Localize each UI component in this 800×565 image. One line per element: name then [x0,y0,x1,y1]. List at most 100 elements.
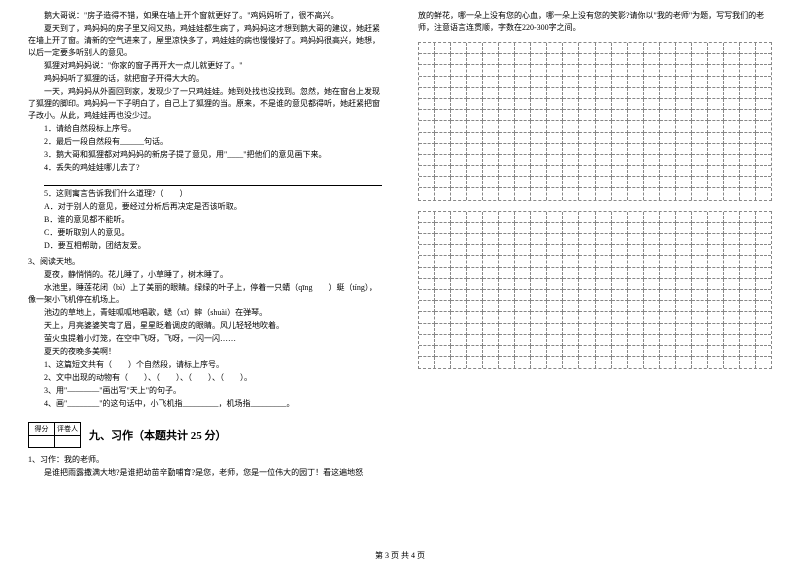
grid-cell [419,177,435,188]
story-paragraph: 鹅大哥说："房子造得不错，如果在墙上开个窗就更好了。"鸡妈妈听了，很不高兴。 [28,10,382,22]
grid-cell [740,65,756,76]
grid-cell [660,234,676,245]
grid-cell [708,88,724,99]
grid-cell [499,155,515,166]
grid-row [419,324,771,335]
grid-cell [676,357,692,368]
grid-cell [660,335,676,346]
grid-cell [612,133,628,144]
grid-cell [724,88,740,99]
grid-cell [708,144,724,155]
grid-cell [531,43,547,54]
grid-cell [612,245,628,256]
grid-cell [579,256,595,267]
grid-cell [467,290,483,301]
grid-cell [628,312,644,323]
grid-cell [579,268,595,279]
question-5: 5．这则寓言告诉我们什么道理?（ ） [28,188,382,200]
grid-cell [676,245,692,256]
grid-cell [708,121,724,132]
grid-cell [483,324,499,335]
grid-cell [419,312,435,323]
grid-cell [531,223,547,234]
grid-cell [644,166,660,177]
grid-cell [451,155,467,166]
grid-cell [435,290,451,301]
grid-cell [547,99,563,110]
grid-cell [596,77,612,88]
grid-cell [708,234,724,245]
grid-cell [467,346,483,357]
grid-cell [515,166,531,177]
grid-cell [692,312,708,323]
grid-cell [563,177,579,188]
grid-cell [692,256,708,267]
grid-cell [724,144,740,155]
grid-cell [740,234,756,245]
grid-cell [515,357,531,368]
grid-cell [612,346,628,357]
grid-cell [467,133,483,144]
grid-cell [628,166,644,177]
grid-cell [692,357,708,368]
grid-cell [435,245,451,256]
grid-row [419,77,771,88]
grid-cell [660,188,676,199]
grid-cell [515,279,531,290]
grid-cell [724,346,740,357]
grid-cell [612,144,628,155]
grid-cell [531,346,547,357]
grid-cell [724,357,740,368]
grid-cell [451,279,467,290]
grid-cell [660,223,676,234]
grid-cell [435,121,451,132]
grid-cell [676,188,692,199]
grid-cell [467,188,483,199]
grid-cell [483,88,499,99]
grid-cell [612,188,628,199]
grid-cell [579,121,595,132]
grid-cell [676,65,692,76]
grid-cell [628,77,644,88]
grid-row [419,166,771,177]
grid-cell [692,144,708,155]
grid-cell [563,212,579,223]
grid-cell [451,43,467,54]
grid-cell [676,301,692,312]
grid-cell [660,279,676,290]
grid-cell [547,290,563,301]
grid-cell [435,335,451,346]
grid-row [419,301,771,312]
grid-cell [692,155,708,166]
grid-cell [740,177,756,188]
grid-cell [724,234,740,245]
grid-cell [724,99,740,110]
reading2-para: 萤火虫提着小灯笼，在空中飞呀，飞呀，一闪一闪…… [28,333,382,345]
grid-cell [708,335,724,346]
grid-cell [628,268,644,279]
grid-cell [467,245,483,256]
grid-cell [628,357,644,368]
grid-cell [435,188,451,199]
grid-cell [740,357,756,368]
grid-cell [644,324,660,335]
grid-cell [499,324,515,335]
grid-cell [724,268,740,279]
grid-cell [563,188,579,199]
grid-cell [644,335,660,346]
grid-cell [563,155,579,166]
grid-cell [596,88,612,99]
grid-cell [563,77,579,88]
grid-cell [467,301,483,312]
grid-cell [756,99,771,110]
grid-cell [531,234,547,245]
grid-cell [547,357,563,368]
grid-cell [724,256,740,267]
grid-cell [692,279,708,290]
grid-cell [579,324,595,335]
grid-cell [644,357,660,368]
writing-grid-block-2 [418,211,772,370]
grid-cell [467,166,483,177]
grid-cell [628,234,644,245]
grid-cell [435,212,451,223]
